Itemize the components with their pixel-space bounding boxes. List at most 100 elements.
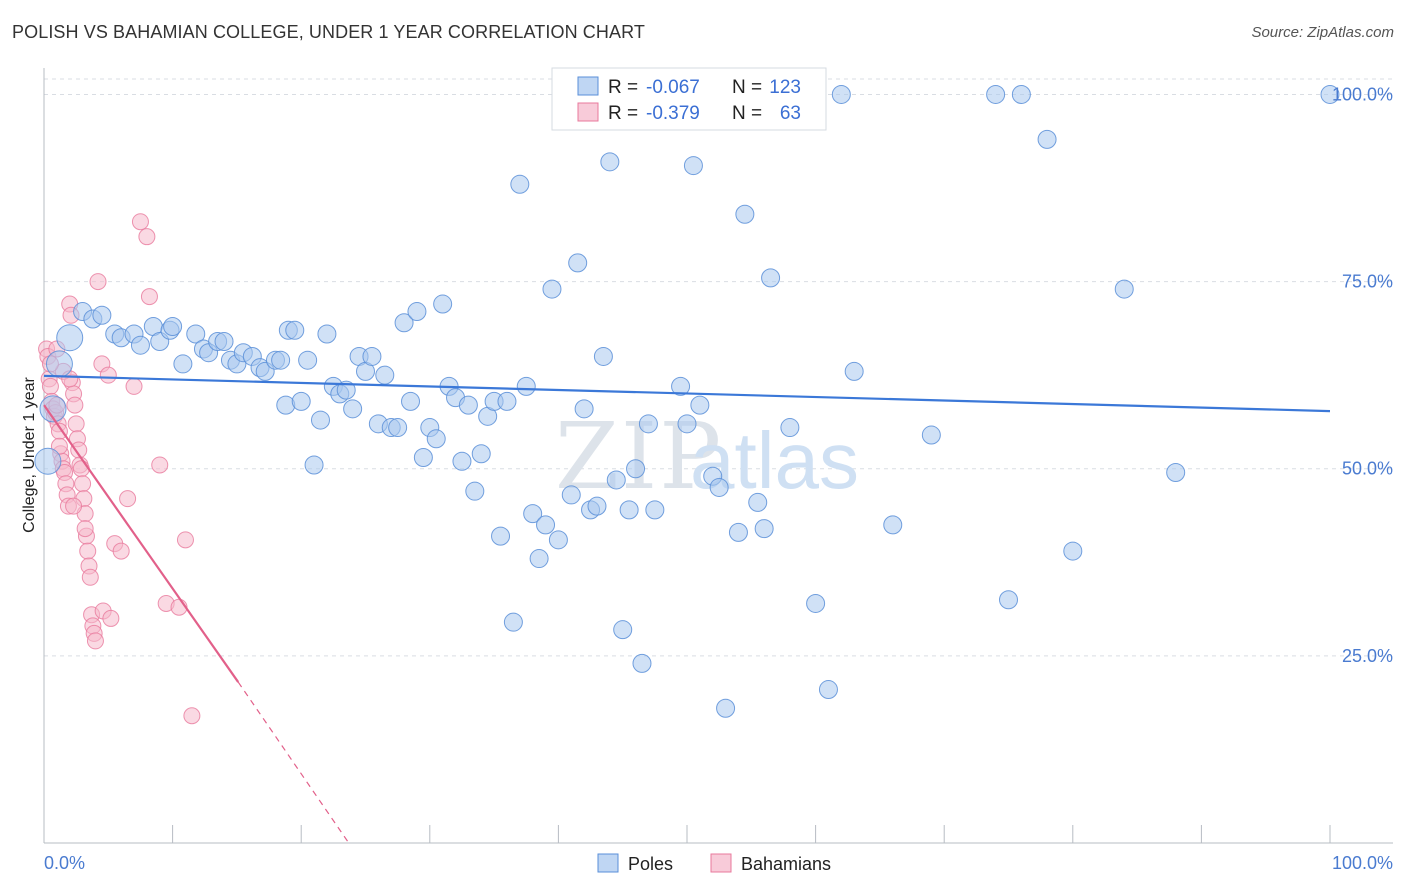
poles-point [343,399,363,419]
bahamians-point [131,213,149,231]
legend-bahamians-n-label: N = [732,103,762,124]
bahamians-point [66,396,84,414]
bahamians-point [79,542,97,560]
poles-point [401,391,421,411]
poles-points [34,84,1340,718]
bahamians-point [74,475,92,493]
bahamians-point [99,366,117,384]
poles-point [986,84,1006,104]
poles-point [831,84,851,104]
bahamians-point [138,228,156,246]
poles-point [56,324,84,352]
poles-point [613,620,633,640]
poles-point [716,698,736,718]
poles-point [388,418,408,438]
bahamians-point [119,490,137,508]
poles-point [317,324,337,344]
poles-point [34,447,62,475]
poles-point [671,376,691,396]
poles-point [536,515,556,535]
poles-point [626,459,646,479]
bottom-legend-bahamians-swatch [710,853,732,873]
poles-point [548,530,568,550]
bahamians-trend-line [43,404,240,683]
poles-point [542,279,562,299]
poles-point [310,410,330,430]
bahamians-point [81,568,99,586]
poles-point [271,350,291,370]
poles-point [761,268,781,288]
poles-point [458,395,478,415]
poles-point [433,294,453,314]
poles-point [728,522,748,542]
y-axis-title: College, Under 1 year [21,377,38,533]
poles-point [426,429,446,449]
bahamians-point [183,707,201,725]
poles-point [606,470,626,490]
legend-poles-n-value: 123 [769,77,801,98]
axes [43,68,1393,844]
poles-point [748,492,768,512]
chart-title: POLISH VS BAHAMIAN COLLEGE, UNDER 1 YEAR… [12,22,645,42]
poles-point [336,380,356,400]
y-tick-label: 100.0% [1332,84,1393,104]
poles-point [683,156,703,176]
poles-point [806,593,826,613]
poles-point [754,519,774,539]
poles-point [1114,279,1134,299]
bahamians-point [65,497,83,515]
poles-point [574,399,594,419]
poles-point [677,414,697,434]
poles-point [186,324,206,344]
bahamians-point [41,377,59,395]
y-tick-label: 25.0% [1342,646,1393,666]
poles-point [883,515,903,535]
poles-point [632,653,652,673]
poles-point [735,204,755,224]
bahamians-point [76,520,94,538]
bahamians-point [102,609,120,627]
legend-bahamians-n-value: 63 [780,103,801,124]
series-legend: Poles Bahamians [597,853,831,874]
poles-point [503,612,523,632]
poles-point [844,361,864,381]
y-tick-label: 50.0% [1342,459,1393,479]
legend-bahamians-swatch [577,102,599,122]
bahamians-point [67,415,85,433]
bottom-legend-poles-swatch [597,853,619,873]
poles-point [523,504,543,524]
poles-point [39,395,67,423]
poles-trend-line [43,374,1331,413]
poles-point [497,391,517,411]
poles-point [1166,462,1186,482]
poles-point [645,500,665,520]
poles-point [1063,541,1083,561]
bahamians-point [125,377,143,395]
bahamians-point [140,288,158,306]
poles-point [92,305,112,325]
poles-point [568,253,588,273]
poles-point [587,496,607,516]
bahamians-point [86,632,104,650]
poles-point [638,414,658,434]
poles-point [173,354,193,374]
poles-point [1320,84,1340,104]
poles-point [291,391,311,411]
bahamians-point [89,273,107,291]
grid-lines [44,78,1393,657]
poles-point [452,451,472,471]
poles-point [529,549,549,569]
bahamians-point [72,460,90,478]
legend-bahamians-r-value: -0.379 [646,103,700,124]
bottom-legend-bahamians-label: Bahamians [741,854,831,874]
poles-point [45,350,73,378]
poles-point [561,485,581,505]
trend-lines [43,374,1331,844]
y-tick-labels: 25.0% 50.0% 75.0% 100.0% [1332,84,1393,665]
poles-point [1011,84,1031,104]
poles-point [285,320,305,340]
poles-point [304,455,324,475]
bahamians-point [112,542,130,560]
poles-point [407,302,427,322]
